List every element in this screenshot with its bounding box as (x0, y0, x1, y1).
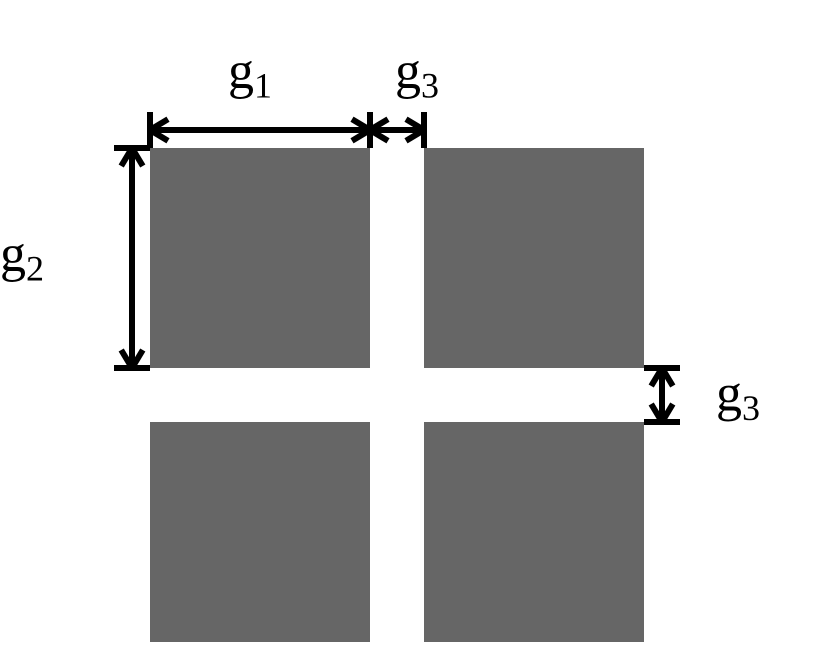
dimension-g1 (150, 112, 370, 148)
dimension-g3-top (370, 112, 424, 148)
dimension-g2 (114, 148, 150, 368)
dimensioned-grid-diagram: g1 g3 g2 g3 (0, 0, 824, 662)
square-bottom-left (150, 422, 370, 642)
square-top-right (424, 148, 644, 368)
dimension-g3-right (644, 368, 680, 422)
square-bottom-right (424, 422, 644, 642)
label-g1: g1 (228, 43, 272, 105)
square-top-left (150, 148, 370, 368)
label-g3-right: g3 (716, 366, 760, 428)
label-g3-top: g3 (395, 43, 439, 105)
label-g2: g2 (0, 226, 44, 288)
